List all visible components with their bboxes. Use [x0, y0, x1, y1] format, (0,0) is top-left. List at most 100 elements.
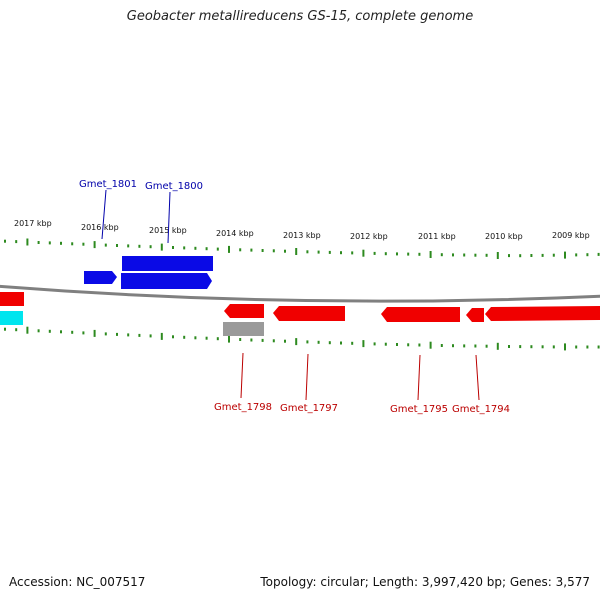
tick-mark-upper: [340, 251, 342, 255]
tick-mark-lower: [4, 327, 6, 331]
tick-mark-upper: [384, 252, 387, 256]
kbp-label: 2009 kbp: [552, 231, 590, 240]
tick-mark-upper: [552, 253, 555, 257]
tick-mark-lower: [306, 340, 309, 344]
tick-mark-lower: [541, 345, 544, 349]
gene-label-gmet-1795[interactable]: Gmet_1795: [390, 404, 448, 415]
label-leaders: [101, 189, 480, 401]
kbp-label: 2011 kbp: [418, 232, 456, 241]
gene-gmet-1798[interactable]: [224, 304, 264, 318]
tick-mark-lower: [440, 344, 443, 347]
leader-gmet-1797: [305, 353, 309, 401]
gene-label-gmet-1798[interactable]: Gmet_1798: [214, 402, 272, 413]
kbp-label: 2014 kbp: [216, 229, 254, 238]
gene-label-gmet-1801[interactable]: Gmet_1801: [79, 179, 137, 190]
tick-mark-lower: [239, 338, 242, 341]
tick-mark-upper: [541, 253, 544, 257]
gene-gmet-1800-top[interactable]: [122, 256, 213, 271]
gene-label-gmet-1794[interactable]: Gmet_1794: [452, 404, 510, 415]
gene-gmet-1794[interactable]: [466, 308, 484, 322]
tick-mark-upper: [295, 248, 298, 255]
gene-downstream[interactable]: [485, 306, 600, 321]
tick-mark-lower: [496, 342, 499, 350]
kbp-label: 2017 kbp: [14, 219, 52, 228]
gene-gmet-1800[interactable]: [121, 273, 212, 289]
gene-label-gmet-1800[interactable]: Gmet_1800: [145, 181, 203, 192]
gene-gmet-1801[interactable]: [84, 271, 117, 284]
tick-mark-upper: [496, 252, 499, 259]
tick-mark-lower: [586, 345, 589, 349]
tick-mark-lower: [340, 341, 342, 345]
tick-mark-lower: [127, 333, 130, 337]
tick-mark-lower: [508, 345, 510, 348]
tick-mark-upper: [530, 254, 533, 257]
tick-mark-lower: [384, 342, 387, 346]
tick-mark-upper: [261, 249, 264, 252]
tick-mark-upper: [116, 244, 118, 247]
tick-row-lower: [4, 326, 600, 351]
tick-mark-upper: [104, 243, 107, 247]
tick-mark-lower: [228, 335, 230, 343]
tick-mark-lower: [93, 329, 96, 337]
leader-gmet-1801: [101, 189, 107, 240]
tick-mark-upper: [474, 253, 477, 257]
tick-mark-lower: [15, 328, 18, 332]
tick-mark-lower: [48, 329, 51, 333]
tick-mark-lower: [261, 338, 264, 342]
gene-left-edge[interactable]: [0, 292, 24, 306]
tick-mark-lower: [328, 341, 331, 345]
tick-mark-lower: [429, 341, 432, 349]
tick-mark-upper: [586, 253, 589, 257]
leader-gmet-1798: [240, 352, 244, 399]
tick-mark-lower: [396, 343, 398, 346]
tick-mark-upper: [440, 253, 443, 257]
tick-mark-upper: [452, 253, 454, 257]
kbp-label-row: 2017 kbp 2016 kbp 2015 kbp 2014 kbp 2013…: [14, 219, 590, 241]
feature-cyan[interactable]: [0, 311, 23, 325]
tick-mark-lower: [116, 332, 118, 336]
tick-mark-lower: [452, 344, 454, 348]
tick-mark-upper: [373, 251, 376, 255]
tick-mark-upper: [15, 240, 18, 244]
tick-mark-upper: [317, 250, 320, 254]
tick-mark-upper: [575, 253, 578, 257]
tick-mark-lower: [418, 343, 421, 347]
tick-mark-lower: [373, 342, 376, 346]
kbp-label: 2013 kbp: [283, 231, 321, 240]
tick-mark-lower: [317, 340, 320, 344]
tick-mark-lower: [104, 332, 107, 336]
tick-mark-lower: [351, 341, 354, 345]
tick-mark-lower: [463, 344, 466, 348]
kbp-label: 2016 kbp: [81, 223, 119, 232]
tick-mark-upper: [485, 253, 488, 257]
tick-mark-lower: [183, 335, 186, 339]
tick-mark-upper: [194, 246, 197, 250]
tick-mark-upper: [160, 243, 163, 251]
tick-mark-lower: [552, 345, 555, 349]
tick-mark-lower: [250, 338, 253, 342]
tick-mark-lower: [519, 345, 522, 349]
gene-label-gmet-1797[interactable]: Gmet_1797: [280, 403, 338, 414]
gene-gmet-1797[interactable]: [273, 306, 345, 321]
tick-mark-lower: [26, 326, 29, 334]
tick-mark-lower: [575, 345, 578, 349]
tick-mark-lower: [149, 334, 152, 338]
reverse-strand: [0, 292, 600, 336]
leader-gmet-1800: [167, 191, 171, 244]
tick-mark-upper: [93, 241, 96, 249]
tick-mark-upper: [228, 245, 230, 253]
tick-row-upper: [4, 238, 600, 259]
gene-gmet-1795[interactable]: [381, 307, 460, 322]
tick-mark-lower: [194, 336, 197, 340]
tick-mark-lower: [564, 343, 566, 351]
tick-mark-upper: [418, 252, 421, 256]
tick-mark-upper: [328, 250, 331, 254]
tick-mark-upper: [205, 247, 208, 251]
tick-mark-upper: [272, 249, 275, 253]
tick-mark-upper: [463, 253, 466, 257]
tick-mark-lower: [138, 333, 141, 337]
tick-mark-upper: [183, 246, 186, 250]
tick-mark-upper: [37, 241, 40, 244]
feature-grey[interactable]: [223, 322, 264, 336]
